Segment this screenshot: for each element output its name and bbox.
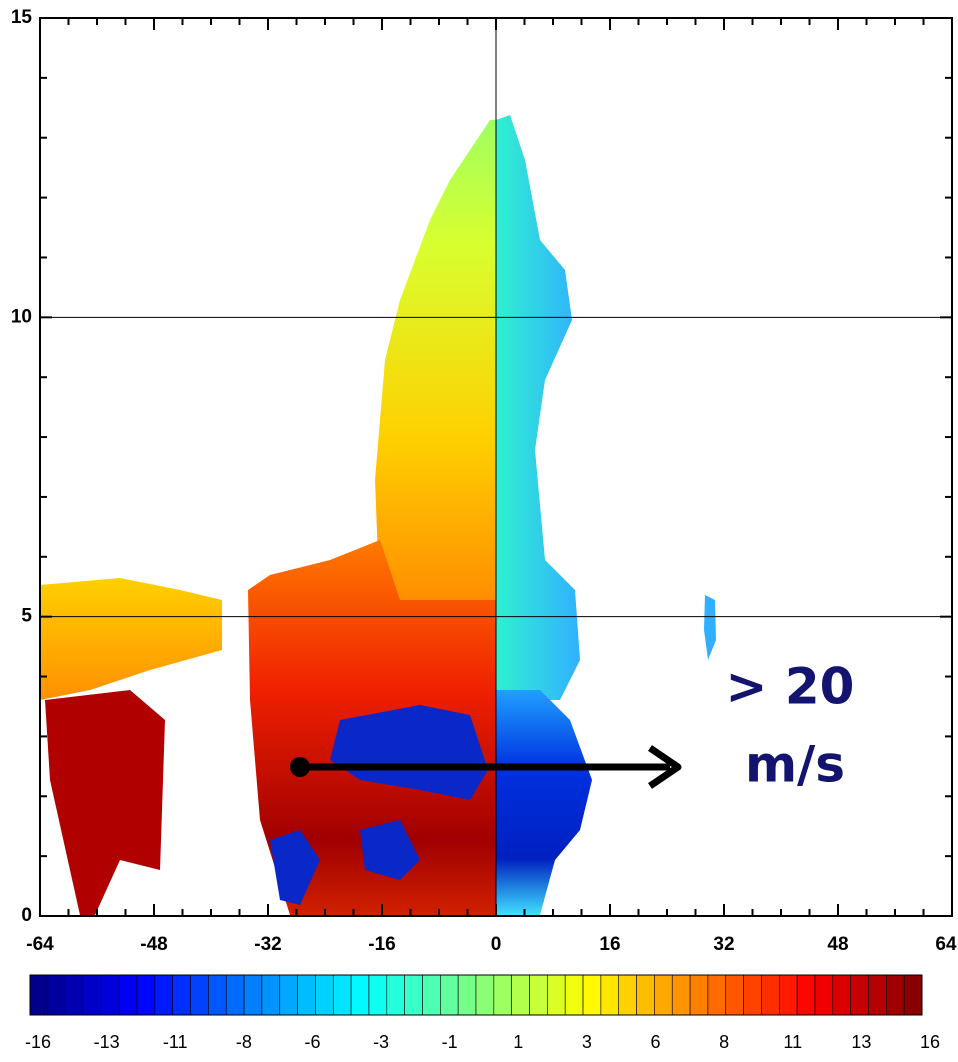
colorbar-tick-label: -16	[25, 1032, 51, 1052]
colorbar-cell	[315, 974, 334, 1016]
colorbar-cell	[743, 974, 762, 1016]
colorbar-cell	[832, 974, 851, 1016]
colorbar-tick-label: 13	[851, 1032, 871, 1052]
field-region	[330, 705, 488, 800]
field-region	[704, 595, 716, 660]
colorbar-cell	[65, 974, 84, 1016]
field-region	[270, 830, 320, 905]
colorbar-tick-label: 8	[719, 1032, 729, 1052]
colorbar-cell	[850, 974, 869, 1016]
x-tick-label: 32	[713, 934, 734, 955]
colorbar-cell	[600, 974, 620, 1016]
colorbar-cell	[440, 974, 459, 1016]
colorbar-cell	[886, 974, 905, 1016]
field-region	[40, 578, 222, 700]
colorbar-cell	[618, 974, 637, 1016]
field-region	[496, 690, 592, 915]
colorbar-tick-label: 6	[651, 1032, 661, 1052]
colorbar-tick-label: -3	[373, 1032, 389, 1052]
colorbar-tick-label: 11	[783, 1032, 802, 1052]
colorbar-tick-label: 1	[513, 1032, 523, 1052]
colorbar-cell	[582, 974, 602, 1016]
colorbar-cell	[903, 974, 923, 1016]
colorbar-cell	[29, 974, 49, 1016]
colorbar-cell	[368, 974, 388, 1016]
velocity-field	[40, 115, 716, 915]
colorbar-cell	[243, 974, 263, 1016]
colorbar-cell	[761, 974, 780, 1016]
colorbar-cell	[511, 974, 530, 1016]
colorbar-cell	[868, 974, 887, 1016]
colorbar-cell	[261, 974, 281, 1016]
colorbar-tick-label: -1	[442, 1032, 458, 1052]
colorbar-cell	[225, 974, 245, 1016]
colorbar-cell	[529, 974, 548, 1016]
field-region	[45, 690, 165, 915]
x-tick-label: -32	[254, 934, 281, 955]
colorbar-cell	[778, 974, 798, 1016]
colorbar-cell	[564, 974, 584, 1016]
colorbar-cell	[190, 974, 209, 1016]
x-tick-label: 0	[491, 934, 502, 955]
colorbar-tick-label: 16	[920, 1032, 940, 1052]
colorbar-cell	[493, 974, 512, 1016]
colorbar-tick-label: -8	[236, 1032, 252, 1052]
colorbar-cell	[386, 974, 405, 1016]
colorbar-cell	[671, 974, 691, 1016]
colorbar-cell	[654, 974, 673, 1016]
arrow	[290, 745, 682, 789]
colorbar-tick-label: -13	[94, 1032, 120, 1052]
colorbar-tick-label: -11	[163, 1032, 188, 1052]
colorbar-cell	[83, 974, 102, 1016]
colorbar-cell	[636, 974, 655, 1016]
colorbar-cell	[208, 974, 227, 1016]
colorbar-cell	[297, 974, 316, 1016]
x-tick-label: -16	[368, 934, 395, 955]
colorbar-cell	[689, 974, 709, 1016]
colorbar-cell	[707, 974, 727, 1016]
field-region	[360, 820, 420, 880]
colorbar-cell	[404, 974, 423, 1016]
colorbar-frame	[29, 974, 923, 1016]
x-tick-label: 48	[827, 934, 848, 955]
colorbar-tick-label: 3	[582, 1032, 592, 1052]
colorbar-cell	[422, 974, 441, 1016]
y-tick-label: 0	[21, 905, 32, 926]
colorbar-cell	[475, 974, 495, 1016]
y-tick-label: 10	[11, 306, 32, 327]
colorbar-cell	[172, 974, 191, 1016]
x-tick-label: -48	[140, 934, 167, 955]
y-tick-label: 5	[21, 606, 32, 627]
colorbar-cell	[796, 974, 816, 1016]
colorbar-cell	[118, 974, 138, 1016]
annotation: > 20	[726, 658, 855, 716]
colorbar: -16 -13 -11 -8 -6 -3 -1 1 3 6 8 11 13 16	[25, 974, 940, 1052]
y-tick-label: 15	[11, 7, 33, 28]
x-tick-label: -64	[26, 934, 54, 955]
colorbar-cell	[101, 974, 120, 1016]
colorbar-cell	[547, 974, 566, 1016]
colorbar-cell	[279, 974, 298, 1016]
colorbar-cell	[350, 974, 370, 1016]
field-region	[375, 120, 496, 610]
x-tick-label: 16	[599, 934, 620, 955]
annotation: m/s	[745, 736, 845, 794]
x-tick-label: 64	[935, 934, 957, 955]
colorbar-cell	[136, 974, 156, 1016]
colorbar-cell	[332, 974, 352, 1016]
field-region	[496, 115, 580, 700]
colorbar-tick-label: -6	[304, 1032, 320, 1052]
colorbar-cell	[457, 974, 477, 1016]
colorbar-cell	[814, 974, 834, 1016]
colorbar-cell	[154, 974, 174, 1016]
colorbar-cell	[725, 974, 744, 1016]
colorbar-cell	[47, 974, 66, 1016]
